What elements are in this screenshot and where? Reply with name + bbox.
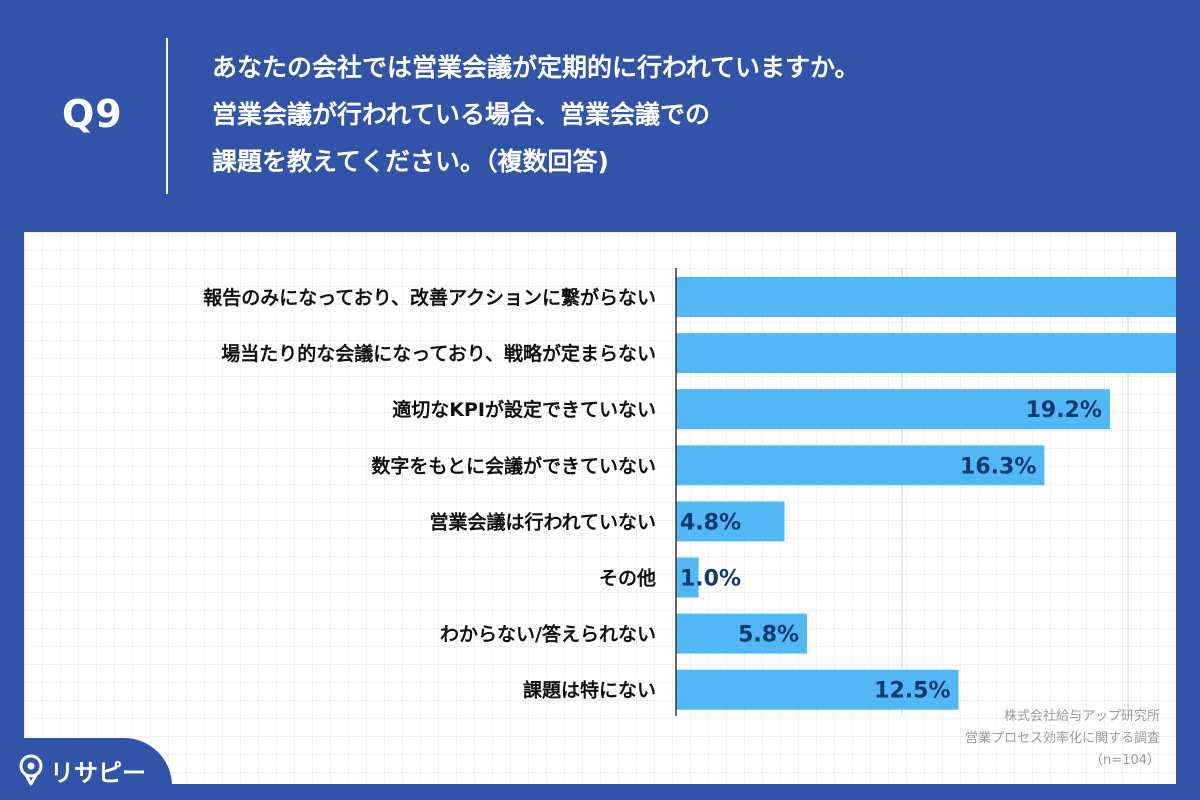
bar <box>676 501 785 542</box>
source-note: 株式会社給与アップ研究所 営業プロセス効率化に関する調査 （n=104） <box>965 706 1160 772</box>
category-label: 適切なKPIが設定できていない <box>392 398 656 421</box>
bar <box>676 669 959 710</box>
value-label: 4.8% <box>680 510 741 535</box>
category-label: わからない/答えられない <box>440 623 656 646</box>
location-pin-icon <box>19 754 43 786</box>
bar <box>676 277 1176 317</box>
source-company: 株式会社給与アップ研究所 <box>1003 709 1160 724</box>
category-label: 営業会議は行われていない <box>430 510 656 533</box>
bar <box>676 613 808 654</box>
title-line-2: 営業会議が行われている場合、営業会議での <box>212 100 711 129</box>
value-label: 12.5% <box>874 679 950 704</box>
value-label: 16.3% <box>960 454 1036 479</box>
question-title: あなたの会社では営業会議が定期的に行われていますか。 営業会議が行われている場合… <box>212 44 1172 185</box>
bar <box>676 389 1110 430</box>
logo-text: リサピー <box>50 758 146 787</box>
source-sample-size: （n=104） <box>1090 753 1160 768</box>
bar-chart: 報告のみになっており、改善アクションに繋がらない41.3%場当たり的な会議になっ… <box>203 268 1176 716</box>
bar <box>676 445 1045 486</box>
brand-logo: リサピー <box>18 750 146 790</box>
category-label: 場当たり的な会議になっており、戦略が定まらない <box>221 342 656 365</box>
bar <box>676 557 699 598</box>
logo-tab <box>0 738 172 800</box>
category-label: その他 <box>599 567 656 590</box>
value-label: 1.0% <box>680 567 741 592</box>
value-label: 19.2% <box>1026 398 1102 423</box>
header-divider <box>166 38 168 194</box>
category-label: 数字をもとに会議ができていない <box>371 454 656 477</box>
value-label: 5.8% <box>738 623 799 648</box>
title-line-3: 課題を教えてください。（複数回答) <box>212 147 609 176</box>
header: Q9 あなたの会社では営業会議が定期的に行われていますか。 営業会議が行われてい… <box>0 0 1200 232</box>
category-label: 課題は特にない <box>523 679 656 702</box>
question-number: Q9 <box>62 92 123 136</box>
bar <box>676 333 1176 374</box>
chart-panel: 報告のみになっており、改善アクションに繋がらない41.3%場当たり的な会議になっ… <box>24 232 1176 784</box>
source-survey: 営業プロセス効率化に関する調査 <box>964 731 1160 746</box>
category-label: 報告のみになっており、改善アクションに繋がらない <box>203 286 656 309</box>
title-line-1: あなたの会社では営業会議が定期的に行われていますか。 <box>212 53 860 82</box>
